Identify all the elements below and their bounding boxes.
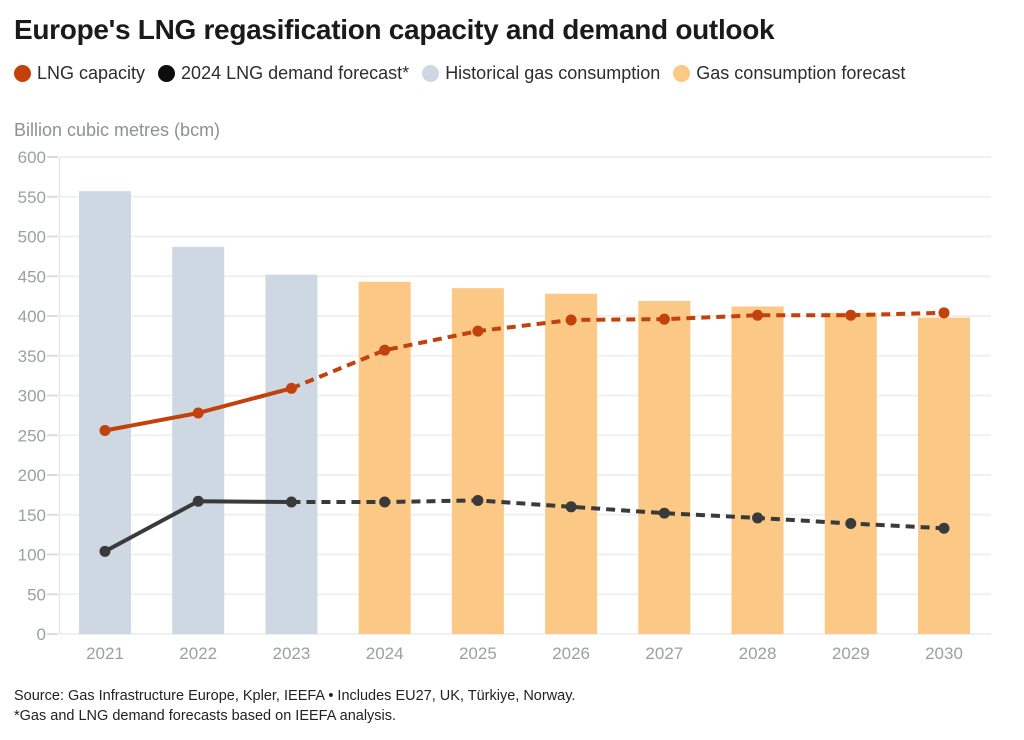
svg-text:450: 450 [18, 267, 46, 286]
legend: LNG capacity 2024 LNG demand forecast* H… [14, 63, 905, 84]
legend-item-consumption-forecast: Gas consumption forecast [673, 63, 905, 84]
lng-capacity-swatch-icon [14, 65, 31, 82]
svg-text:600: 600 [18, 148, 46, 167]
lng-demand-swatch-icon [158, 65, 176, 82]
svg-text:250: 250 [18, 426, 46, 445]
historical-consumption-swatch-icon [422, 65, 440, 82]
svg-text:300: 300 [18, 387, 46, 406]
legend-item-label: Historical gas consumption [445, 63, 661, 83]
source-note: Source: Gas Infrastructure Europe, Kpler… [14, 688, 576, 704]
svg-text:2030: 2030 [925, 644, 963, 663]
svg-text:500: 500 [18, 228, 46, 247]
svg-text:2022: 2022 [179, 644, 217, 663]
page-title: Europe's LNG regasification capacity and… [14, 14, 775, 45]
legend-item-label: LNG capacity [37, 63, 146, 83]
legend-item-lng-demand-forecast: 2024 LNG demand forecast* [158, 63, 409, 84]
svg-text:2023: 2023 [273, 644, 311, 663]
svg-text:2024: 2024 [366, 644, 404, 663]
svg-text:200: 200 [18, 466, 46, 485]
svg-text:2021: 2021 [86, 644, 124, 663]
svg-text:150: 150 [18, 506, 46, 525]
svg-text:350: 350 [18, 347, 46, 366]
legend-item-lng-capacity: LNG capacity [14, 63, 145, 84]
footnote: *Gas and LNG demand forecasts based on I… [14, 708, 397, 724]
legend-item-label: Gas consumption forecast [696, 63, 906, 83]
consumption-forecast-swatch-icon [673, 65, 691, 82]
svg-text:2028: 2028 [739, 644, 777, 663]
legend-item-label: 2024 LNG demand forecast* [181, 63, 410, 83]
svg-text:100: 100 [18, 546, 46, 565]
svg-text:400: 400 [18, 307, 46, 326]
y-axis-title: Billion cubic metres (bcm) [14, 120, 221, 140]
svg-text:2026: 2026 [552, 644, 590, 663]
svg-text:550: 550 [18, 188, 46, 207]
svg-text:2027: 2027 [645, 644, 683, 663]
footer: Source: Gas Infrastructure Europe, Kpler… [14, 686, 1004, 726]
svg-text:2029: 2029 [832, 644, 870, 663]
svg-text:0: 0 [37, 625, 46, 644]
svg-text:2025: 2025 [459, 644, 497, 663]
svg-text:50: 50 [27, 585, 46, 604]
legend-item-historical-consumption: Historical gas consumption [422, 63, 660, 84]
